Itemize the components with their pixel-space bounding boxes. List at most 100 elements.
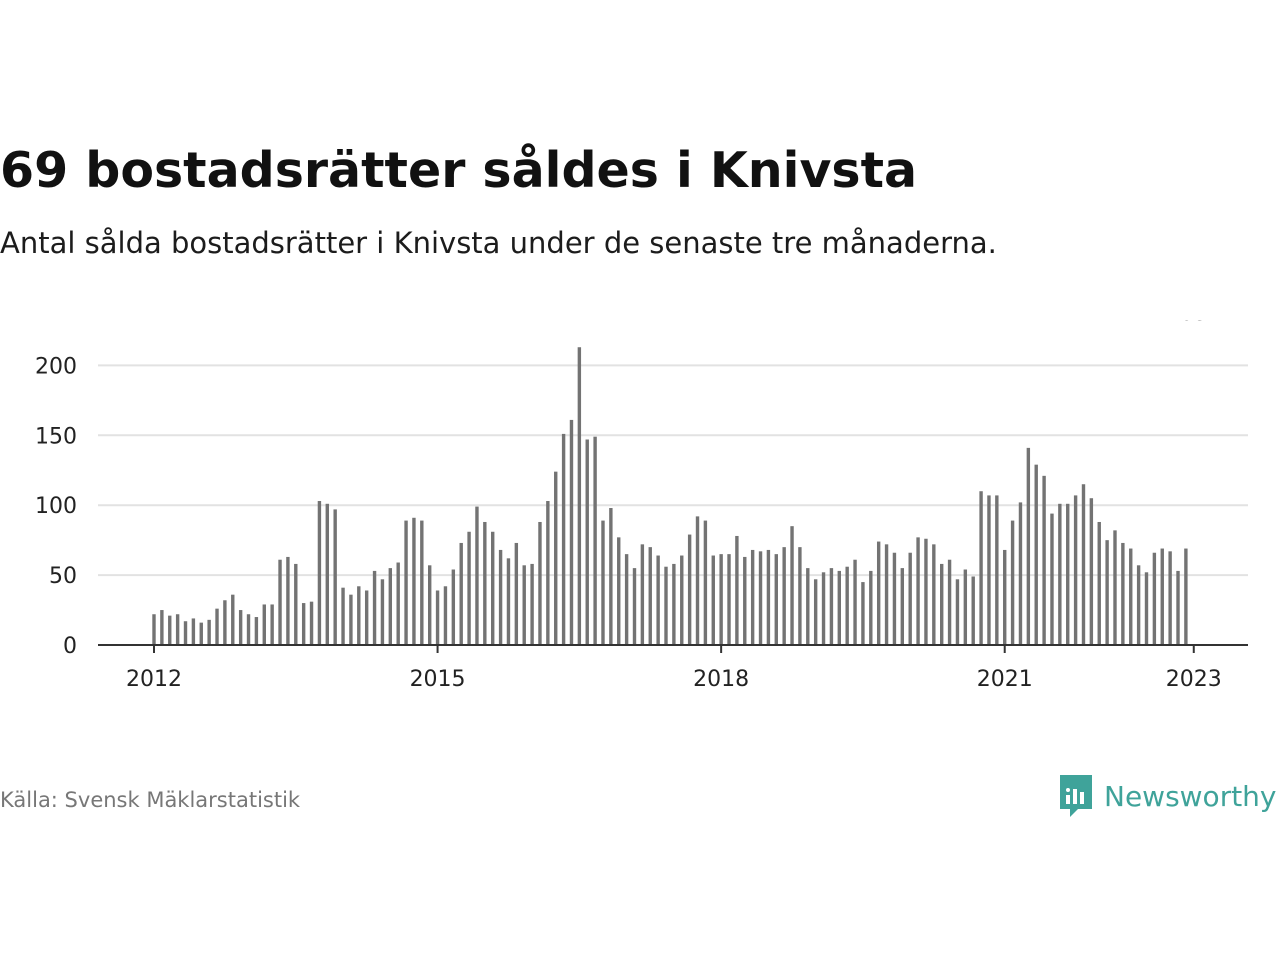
bar	[561, 433, 566, 645]
bar	[160, 610, 164, 645]
x-tick-label: 2018	[693, 667, 749, 692]
bar	[908, 552, 912, 645]
bar	[325, 503, 329, 645]
bar	[664, 566, 668, 645]
bar	[750, 549, 755, 645]
bar	[687, 534, 692, 645]
bar	[380, 579, 385, 645]
bar	[1097, 521, 1101, 645]
bar	[1160, 548, 1164, 645]
bar	[538, 521, 542, 645]
x-tick-label: 2021	[977, 667, 1033, 692]
bar	[199, 622, 203, 645]
bar	[774, 554, 778, 645]
bar	[806, 568, 810, 645]
bar	[451, 569, 456, 645]
bar	[498, 549, 503, 645]
bar	[294, 563, 298, 645]
bar	[1066, 503, 1070, 645]
bar	[1184, 548, 1188, 645]
bar	[341, 587, 345, 645]
brand-name: Newsworthy	[1104, 779, 1277, 813]
chart-subtitle: Antal sålda bostadsrätter i Knivsta unde…	[0, 226, 997, 260]
bar	[1152, 552, 1157, 645]
highlight-value-label: 69	[1179, 320, 1208, 326]
bar	[947, 559, 952, 645]
bar	[609, 508, 613, 645]
bar	[530, 563, 534, 645]
bar	[577, 347, 582, 645]
bar	[585, 439, 589, 645]
bar	[183, 621, 188, 645]
bar	[388, 568, 393, 645]
source-note: Källa: Svensk Mäklarstatistik	[0, 788, 301, 812]
bar	[766, 549, 771, 645]
bar	[861, 582, 865, 645]
bar	[1105, 540, 1109, 645]
bar	[963, 569, 968, 645]
y-axis-ticks: 0 50 100 150 200	[35, 354, 77, 659]
bar	[443, 586, 448, 645]
bar-chart: 0 50 100 150 200 2012 2015 2018 2021 2023 69	[35, 320, 1248, 692]
bar	[601, 520, 605, 645]
bar	[695, 516, 700, 645]
bar	[238, 610, 243, 645]
bar	[987, 495, 991, 645]
brand-logo: Newsworthy	[1058, 772, 1277, 820]
x-tick-label: 2015	[410, 667, 466, 692]
bar	[624, 554, 629, 645]
bar	[932, 544, 936, 645]
bars	[152, 347, 1188, 645]
bar	[333, 509, 337, 645]
chart-title: 69 bostadsrätter såldes i Knivsta	[0, 142, 918, 199]
bar	[514, 542, 519, 645]
bar	[459, 542, 463, 645]
bar	[372, 570, 377, 645]
bar	[207, 619, 211, 645]
y-tick-label: 100	[35, 494, 77, 519]
bar	[1003, 549, 1007, 645]
bar	[569, 419, 574, 645]
bar	[1136, 565, 1141, 645]
bar	[853, 559, 857, 645]
bar	[727, 554, 731, 645]
bar	[1168, 551, 1172, 645]
bar	[1042, 475, 1046, 645]
bar	[711, 555, 715, 645]
bar	[1113, 530, 1117, 645]
bar	[632, 568, 637, 645]
bar	[680, 555, 684, 645]
bar	[1050, 513, 1054, 645]
bar	[191, 618, 196, 645]
bar	[506, 558, 511, 645]
bar	[404, 520, 408, 645]
x-tick-label: 2012	[126, 667, 182, 692]
bar	[940, 563, 944, 645]
bar	[782, 547, 786, 645]
bar	[317, 501, 322, 645]
bar	[845, 566, 849, 645]
x-tick-label: 2023	[1166, 667, 1222, 692]
bar	[301, 603, 306, 645]
bar	[656, 555, 660, 645]
bar	[152, 614, 156, 645]
bar	[231, 594, 235, 645]
bar	[798, 547, 802, 645]
y-tick-label: 50	[49, 564, 77, 589]
bar	[1010, 520, 1015, 645]
bar	[900, 568, 905, 645]
bar	[286, 556, 290, 645]
bar	[743, 556, 747, 645]
bar	[955, 579, 960, 645]
bar	[892, 552, 897, 645]
bar	[758, 551, 763, 645]
bar	[640, 544, 645, 645]
bar	[735, 535, 739, 645]
bar	[1034, 464, 1038, 645]
bar	[924, 538, 928, 645]
x-axis-ticks: 2012 2015 2018 2021 2023	[126, 645, 1222, 692]
bar	[168, 615, 172, 645]
bar	[971, 576, 975, 645]
bar	[475, 506, 479, 645]
bar	[223, 600, 227, 645]
